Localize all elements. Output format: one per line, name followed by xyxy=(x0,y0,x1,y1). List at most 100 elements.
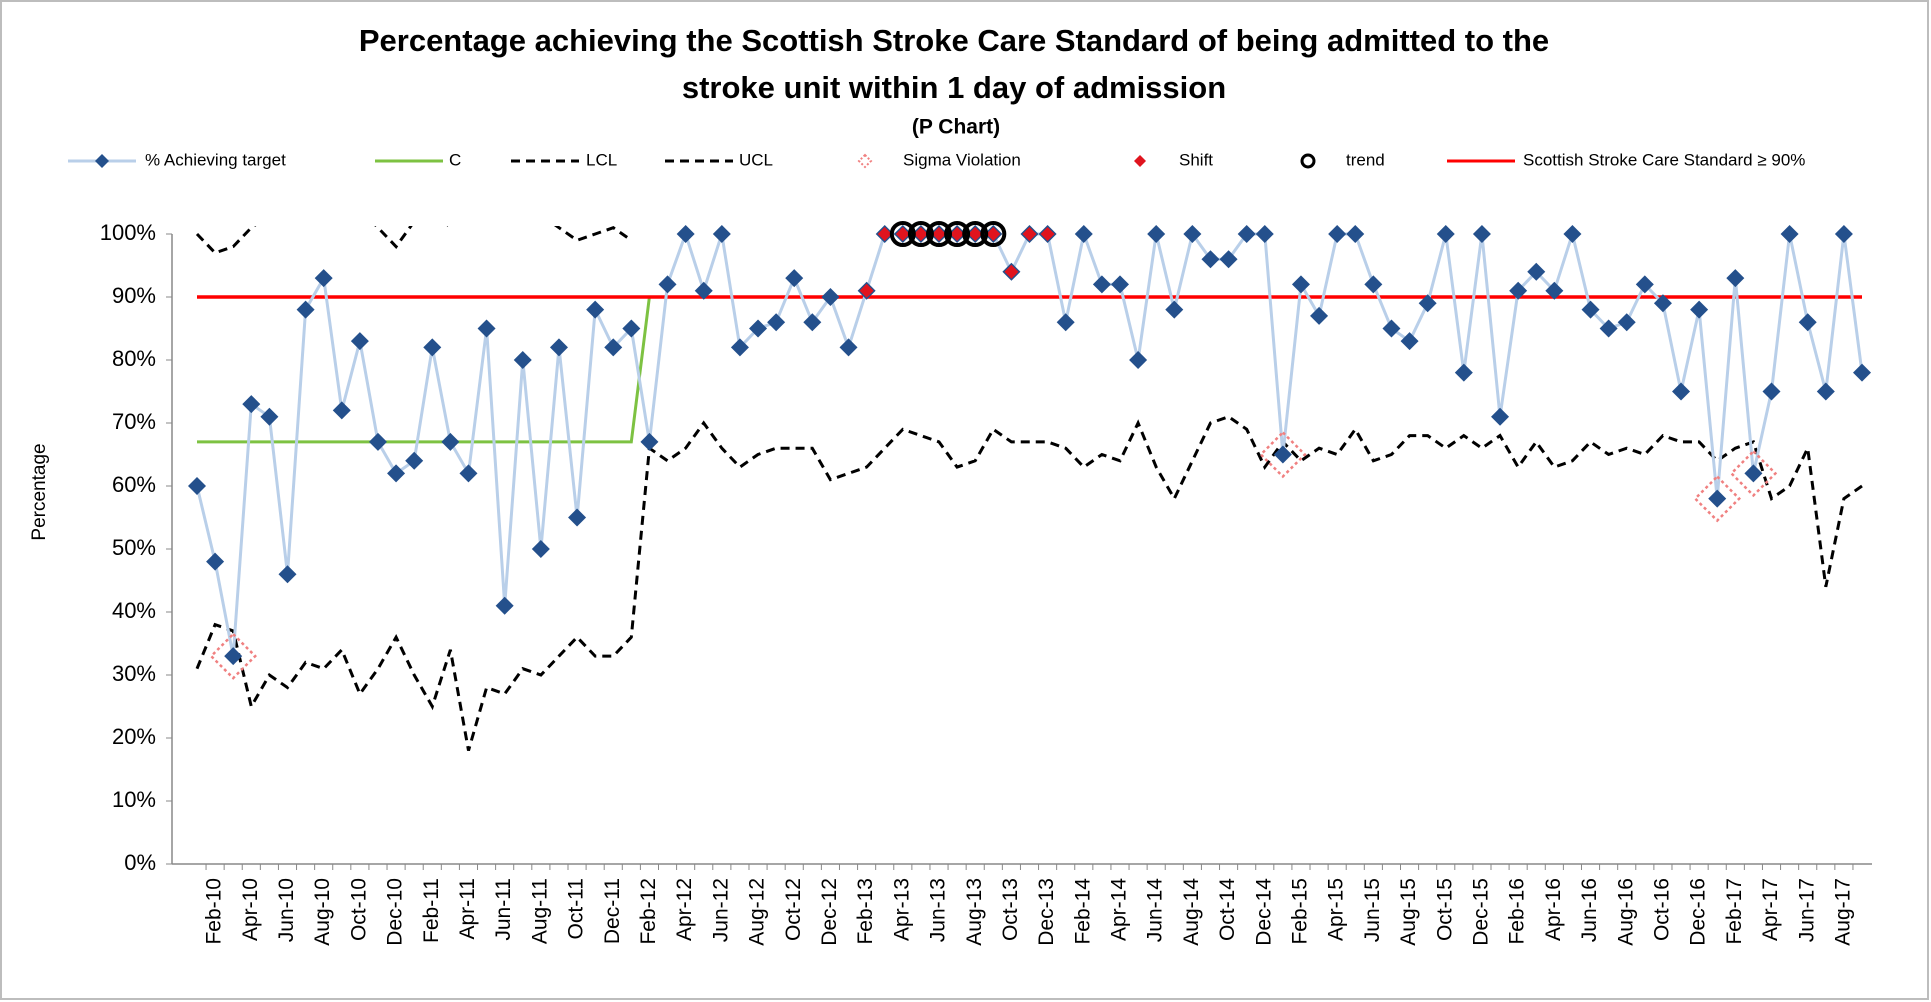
shift-point xyxy=(950,227,965,241)
data-point xyxy=(1599,319,1618,338)
y-tick-label: 90% xyxy=(112,283,156,308)
data-point xyxy=(387,464,406,483)
x-tick-label: Aug-12 xyxy=(746,878,769,946)
data-point xyxy=(767,313,786,332)
data-point xyxy=(224,647,243,666)
data-point xyxy=(405,451,424,470)
data-point xyxy=(296,300,315,319)
series-line xyxy=(195,226,633,255)
data-point xyxy=(1328,225,1347,243)
x-tick-label: Feb-11 xyxy=(420,878,443,943)
legend-item: LCL xyxy=(511,150,617,169)
legend-label: UCL xyxy=(739,150,773,169)
data-point xyxy=(1708,489,1727,508)
data-point xyxy=(441,432,460,451)
data-point xyxy=(1400,332,1419,351)
legend-item: Shift xyxy=(1134,150,1213,169)
x-tick-label: Dec-13 xyxy=(1035,878,1058,946)
x-tick-label: Oct-15 xyxy=(1433,878,1456,941)
data-point xyxy=(785,269,804,288)
trend-point xyxy=(980,221,1007,247)
data-point xyxy=(188,477,206,495)
data-point xyxy=(495,596,514,615)
x-tick-label: Dec-11 xyxy=(601,878,624,944)
trend-point xyxy=(907,221,934,247)
data-point xyxy=(549,338,568,357)
x-tick-label: Oct-12 xyxy=(782,878,805,941)
x-tick-label: Oct-16 xyxy=(1650,878,1673,941)
data-point xyxy=(332,401,351,420)
trend-point xyxy=(889,221,916,247)
x-tick-label: Apr-17 xyxy=(1759,878,1782,941)
y-tick-label: 70% xyxy=(112,409,156,434)
x-tick-label: Aug-16 xyxy=(1614,878,1637,946)
x-tick-label: Oct-10 xyxy=(347,878,370,941)
legend-label: LCL xyxy=(586,150,617,169)
data-point xyxy=(568,508,587,527)
sigma-violation xyxy=(209,632,257,680)
data-point xyxy=(1364,275,1383,294)
series-line xyxy=(195,415,1863,752)
y-tick-label: 30% xyxy=(112,661,156,686)
x-tick-label: Apr-15 xyxy=(1325,878,1348,941)
data-point xyxy=(260,407,279,426)
data-point xyxy=(1201,250,1220,269)
data-point xyxy=(1635,275,1654,294)
sigma-violation xyxy=(1693,474,1741,523)
trend-point xyxy=(944,221,971,247)
shift-point xyxy=(895,227,910,241)
x-tick-label: Jun-12 xyxy=(709,878,732,942)
data-point xyxy=(1092,275,1111,294)
y-tick-label: 100% xyxy=(100,220,156,245)
legend-item: % Achieving target xyxy=(68,150,286,169)
x-tick-label: Aug-15 xyxy=(1397,878,1420,946)
data-point xyxy=(1653,294,1672,313)
data-point xyxy=(1509,281,1528,300)
x-tick-label: Feb-17 xyxy=(1723,878,1746,945)
x-tick-label: Apr-10 xyxy=(239,878,262,941)
x-tick-label: Aug-13 xyxy=(963,878,986,946)
x-tick-label: Jun-11 xyxy=(492,878,515,941)
x-tick-label: Aug-11 xyxy=(528,878,551,944)
data-point xyxy=(1472,225,1491,243)
legend-label: % Achieving target xyxy=(145,150,286,169)
data-point xyxy=(1834,225,1853,243)
data-point xyxy=(1074,225,1093,243)
x-tick-label: Dec-16 xyxy=(1687,878,1710,946)
chart-subtitle: (P Chart) xyxy=(912,116,1000,139)
data-point xyxy=(1255,225,1274,243)
legend-swatch xyxy=(857,153,873,169)
x-tick-label: Jun-15 xyxy=(1361,878,1384,942)
data-point xyxy=(1110,275,1129,294)
data-point xyxy=(1237,225,1256,243)
data-point xyxy=(1853,363,1871,382)
legend-label: Scottish Stroke Care Standard ≥ 90% xyxy=(1523,150,1805,169)
legend-swatch xyxy=(95,154,109,168)
legend-item: trend xyxy=(1300,150,1385,169)
legend-item: Scottish Stroke Care Standard ≥ 90% xyxy=(1447,150,1805,169)
data-point xyxy=(242,395,261,414)
sigma-violation xyxy=(1259,430,1307,479)
data-point xyxy=(586,300,605,319)
trend-point xyxy=(926,221,953,247)
data-point xyxy=(278,565,297,584)
data-point xyxy=(1183,225,1202,243)
data-point xyxy=(1726,269,1745,288)
x-tick-label: Jun-10 xyxy=(275,878,298,942)
data-point xyxy=(749,319,768,338)
chart-title: stroke unit within 1 day of admission xyxy=(682,70,1226,105)
y-axis-title: Percentage xyxy=(29,443,50,540)
data-point xyxy=(1762,382,1781,401)
x-tick-label: Apr-14 xyxy=(1108,878,1131,941)
shift-point xyxy=(1040,227,1055,241)
x-tick-label: Feb-15 xyxy=(1289,878,1312,945)
data-point xyxy=(1454,363,1473,382)
shift-point xyxy=(968,227,983,241)
x-tick-label: Apr-16 xyxy=(1542,878,1565,941)
data-point xyxy=(314,269,333,288)
x-tick-label: Aug-14 xyxy=(1180,878,1203,946)
y-tick-label: 0% xyxy=(124,850,156,875)
data-point xyxy=(1617,313,1636,332)
x-tick-label: Dec-10 xyxy=(384,878,407,946)
